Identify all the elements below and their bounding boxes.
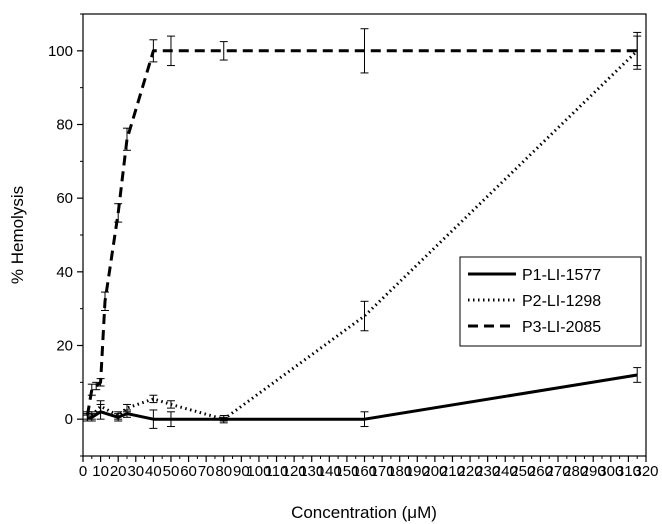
x-tick-label: 250 <box>510 463 535 480</box>
x-tick-label: 320 <box>633 463 658 480</box>
error-bar <box>166 411 175 428</box>
x-tick-label: 100 <box>246 463 271 480</box>
legend-label-p3: P3-LI-2085 <box>522 319 601 336</box>
x-tick-label: 90 <box>233 463 250 480</box>
x-axis-title: Concentration (μM) <box>291 503 437 522</box>
x-tick-label: 270 <box>546 463 571 480</box>
error-bar <box>92 381 101 391</box>
error-bar <box>360 300 369 332</box>
error-bar <box>360 411 369 428</box>
x-tick-label: 180 <box>387 463 412 480</box>
y-tick-label: 80 <box>56 117 73 134</box>
error-bar <box>149 394 158 404</box>
error-bar <box>83 411 92 420</box>
error-bar <box>166 35 175 67</box>
x-tick-label: 170 <box>370 463 395 480</box>
x-tick-label: 300 <box>598 463 623 480</box>
error-bar <box>149 409 158 429</box>
error-bar <box>114 411 123 420</box>
error-bar <box>219 41 228 61</box>
x-tick-label: 70 <box>198 463 215 480</box>
x-tick-label: 0 <box>79 463 87 480</box>
x-tick-label: 80 <box>215 463 232 480</box>
ticks-layer: 0 10 20 30 40 50 60 70 80 90100110120130140150160… <box>48 13 659 480</box>
error-bar <box>166 400 175 409</box>
series-line-2 <box>86 49 639 421</box>
error-bar <box>219 416 228 422</box>
y-tick-label: 20 <box>56 338 73 355</box>
error-bar <box>100 291 109 312</box>
series-line-3 <box>85 49 638 416</box>
x-tick-label: 280 <box>563 463 588 480</box>
data-layer <box>83 28 642 429</box>
error-bar <box>122 127 131 151</box>
error-bar <box>114 203 123 223</box>
y-axis-title: % Hemolysis <box>8 186 27 284</box>
x-tick-label: 110 <box>265 463 289 480</box>
plot-frame <box>82 13 647 457</box>
x-tick-label: 240 <box>493 463 518 480</box>
x-tick-label: 160 <box>352 463 377 480</box>
error-bar <box>87 383 96 396</box>
error-bar <box>360 28 369 74</box>
y-tick-label: 40 <box>56 264 73 281</box>
error-bar <box>96 378 105 387</box>
x-tick-label: 20 <box>110 463 127 480</box>
x-tick-label: 190 <box>405 463 430 480</box>
x-tick-label: 10 <box>92 463 109 480</box>
error-bar <box>633 35 642 67</box>
x-tick-label: 60 <box>180 463 197 480</box>
x-tick-label: 310 <box>616 463 641 480</box>
x-tick-label: 50 <box>163 463 180 480</box>
error-bar <box>633 367 642 383</box>
x-tick-label: 220 <box>458 463 483 480</box>
x-tick-label: 120 <box>282 463 307 480</box>
x-tick-label: 130 <box>299 463 324 480</box>
series-line-1 <box>87 373 638 421</box>
x-tick-label: 150 <box>334 463 359 480</box>
x-tick-label: 210 <box>440 463 465 480</box>
error-bar <box>149 39 158 63</box>
y-tick-label: 100 <box>48 43 73 60</box>
x-tick-label: 230 <box>475 463 500 480</box>
legend: P1-LI-1577 P2-LI-1298 P3-LI-2085 <box>459 256 642 347</box>
y-tick-label: 60 <box>56 190 73 207</box>
error-bar <box>96 400 105 413</box>
legend-box <box>459 256 642 347</box>
x-tick-label: 30 <box>127 463 144 480</box>
x-tick-label: 140 <box>317 463 342 480</box>
legend-label-p1: P1-LI-1577 <box>522 267 601 284</box>
x-tick-label: 260 <box>528 463 553 480</box>
x-tick-label: 200 <box>422 463 447 480</box>
legend-label-p2: P2-LI-1298 <box>522 293 601 310</box>
x-tick-label: 290 <box>581 463 606 480</box>
y-tick-label: 0 <box>65 411 73 428</box>
error-bar <box>122 403 131 413</box>
x-tick-label: 40 <box>145 463 162 480</box>
